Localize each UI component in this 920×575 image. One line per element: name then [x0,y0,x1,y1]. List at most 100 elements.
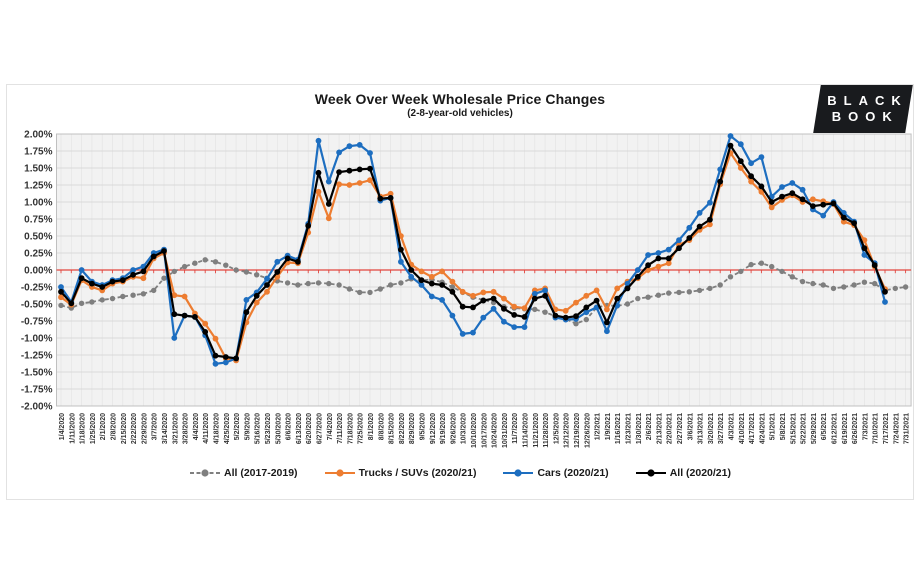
y-tick-label: -0.50% [21,300,53,311]
data-point-all-2020-21 [150,253,157,260]
y-tick-label: 1.50% [24,164,52,175]
data-point-cars-2020-21 [707,199,713,206]
data-point-all-2020-21 [212,352,219,359]
data-point-all-2020-21 [676,245,682,252]
y-tick-label: 1.00% [24,198,52,209]
data-point-cars-2020-21 [511,324,518,330]
data-point-all-2020-21 [387,195,394,201]
x-tick-label: 1/16/2021 [615,413,622,444]
data-point-all-2020-21 [820,201,827,208]
x-tick-label: 2/22/2020 [131,413,138,444]
data-point-trucks-suvs-2020-21 [645,267,651,273]
data-point-all-2020-21 [707,216,713,223]
data-point-all-2020-21 [686,235,693,241]
x-tick-label: 4/17/2021 [749,413,756,444]
x-tick-label: 8/15/2020 [389,413,396,444]
data-point-cars-2020-21 [58,284,64,290]
data-point-all-2020-21 [851,220,857,227]
data-point-trucks-suvs-2020-21 [604,306,610,313]
data-point-trucks-suvs-2020-21 [325,215,332,222]
data-point-all-2020-21 [717,178,724,185]
data-point-all-2020-21 [222,354,229,360]
data-point-all-2017-2019 [233,267,239,273]
data-point-all-2020-21 [470,304,476,311]
data-point-trucks-suvs-2020-21 [387,190,394,197]
data-point-cars-2020-21 [665,246,672,253]
data-point-cars-2020-21 [130,267,136,273]
data-point-trucks-suvs-2020-21 [346,182,353,188]
data-point-trucks-suvs-2020-21 [583,292,590,299]
data-point-cars-2020-21 [398,258,404,265]
data-point-trucks-suvs-2020-21 [202,320,209,327]
data-point-cars-2020-21 [799,186,806,193]
legend-item-all-2020-21: All (2020/21) [635,467,731,479]
legend-item-trucks-suvs-2020-21: Trucks / SUVs (2020/21) [324,467,476,479]
x-tick-label: 2/1/2020 [100,413,107,440]
data-point-cars-2020-21 [737,141,744,148]
y-tick-label: 1.25% [24,181,52,192]
x-tick-label: 1/30/2021 [636,413,643,444]
data-point-all-2020-21 [531,295,538,302]
data-point-trucks-suvs-2020-21 [439,268,445,275]
series-all-2020-21 [58,142,888,362]
x-tick-label: 2/15/2020 [121,413,128,444]
series-trucks-suvs-2020-21 [58,150,888,364]
data-point-all-2020-21 [501,305,507,312]
x-tick-label: 9/5/2020 [420,413,427,440]
data-point-all-2020-21 [830,200,837,207]
data-point-all-2020-21 [727,142,734,149]
x-tick-label: 4/11/2020 [203,413,210,444]
data-point-all-2020-21 [696,223,703,230]
data-point-all-2020-21 [78,275,85,282]
x-tick-label: 1/9/2021 [605,413,612,440]
data-point-all-2017-2019 [377,286,383,292]
data-point-all-2020-21 [593,297,600,304]
x-tick-label: 2/8/2020 [111,413,118,440]
data-point-trucks-suvs-2020-21 [253,299,260,306]
y-tick-label: -2.00% [21,402,53,413]
data-point-all-2020-21 [758,183,765,190]
x-tick-label: 5/29/2021 [811,413,818,444]
data-point-all-2017-2019 [130,292,136,298]
x-tick-label: 1/11/2020 [69,413,76,444]
data-point-all-2020-21 [490,295,497,302]
data-point-cars-2020-21 [243,297,250,303]
legend-swatch-all-2017-2019 [190,469,221,477]
data-point-all-2017-2019 [398,280,404,286]
legend-label-cars-2020-21: Cars (2020/21) [537,467,609,479]
data-point-all-2017-2019 [851,282,857,288]
data-point-all-2017-2019 [810,280,816,287]
data-point-all-2020-21 [233,355,240,362]
data-point-all-2020-21 [562,314,569,321]
x-tick-label: 1/4/2020 [59,413,66,440]
x-tick-label: 12/26/2020 [584,413,591,448]
x-tick-label: 4/25/2020 [224,413,231,444]
y-tick-label: 0.75% [24,215,52,226]
x-tick-label: 8/29/2020 [409,413,416,444]
data-point-trucks-suvs-2020-21 [810,196,816,203]
data-point-cars-2020-21 [367,150,373,156]
data-point-all-2017-2019 [89,299,95,305]
x-tick-label: 1/23/2021 [626,413,633,444]
x-tick-label: 2/27/2021 [677,413,684,444]
data-point-trucks-suvs-2020-21 [707,221,713,228]
y-tick-label: 2.00% [24,130,52,141]
chart-subtitle: (2-8-year-old vehicles) [407,108,513,119]
data-point-all-2017-2019 [583,316,589,323]
x-tick-label: 7/4/2020 [327,413,334,440]
data-point-all-2020-21 [521,314,528,320]
data-point-cars-2020-21 [624,280,631,287]
data-point-trucks-suvs-2020-21 [181,293,188,300]
data-point-all-2017-2019 [748,261,754,268]
x-tick-label: 8/8/2020 [378,413,385,440]
x-tick-label: 11/7/2020 [512,413,519,444]
data-point-all-2017-2019 [892,285,898,292]
data-point-cars-2020-21 [583,309,590,316]
data-point-all-2017-2019 [542,309,548,315]
x-tick-label: 6/26/2021 [852,413,859,444]
data-point-all-2020-21 [274,269,281,275]
x-tick-label: 3/6/2021 [687,413,694,440]
x-tick-label: 7/31/2021 [904,413,911,444]
x-tick-label: 7/11/2020 [337,413,344,444]
data-point-all-2017-2019 [635,295,641,302]
